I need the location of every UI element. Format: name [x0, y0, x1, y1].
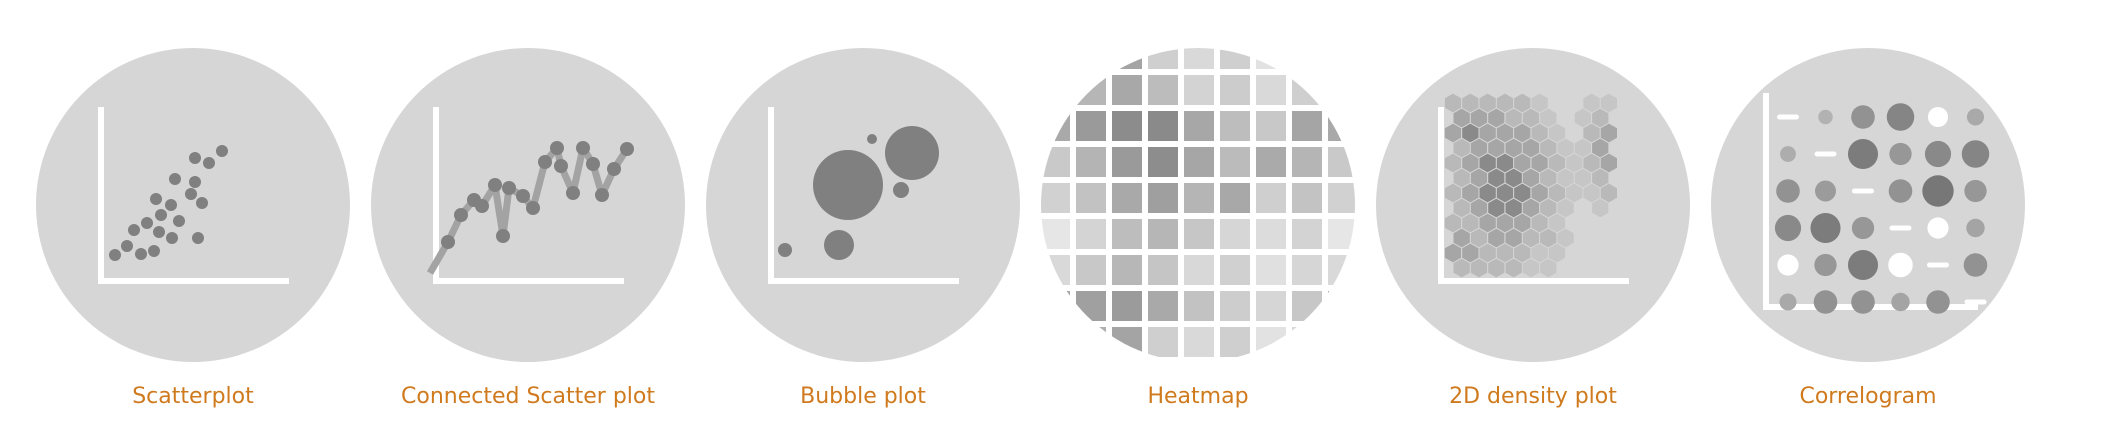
- connected-scatter-icon: [371, 48, 685, 362]
- heatmap-icon: [1041, 48, 1355, 362]
- gallery-item-heatmap[interactable]: Heatmap: [1028, 0, 1368, 440]
- gallery-item-connected-scatter[interactable]: Connected Scatter plot: [358, 0, 698, 440]
- bubble-plot-icon: [706, 48, 1020, 362]
- gallery-label: Scatterplot: [132, 384, 254, 409]
- scatterplot-icon: [36, 48, 350, 362]
- gallery-label: 2D density plot: [1449, 384, 1617, 409]
- gallery-item-bubble-plot[interactable]: Bubble plot: [693, 0, 1033, 440]
- correlogram-icon: [1711, 48, 2025, 362]
- gallery-label: Connected Scatter plot: [401, 384, 655, 409]
- gallery-label: Heatmap: [1147, 384, 1249, 409]
- gallery-item-correlogram[interactable]: Correlogram: [1698, 0, 2038, 440]
- gallery-item-density-plot[interactable]: 2D density plot: [1363, 0, 1703, 440]
- gallery-label: Bubble plot: [800, 384, 926, 409]
- gallery-item-scatterplot[interactable]: Scatterplot: [23, 0, 363, 440]
- density-plot-icon: [1376, 48, 1690, 362]
- gallery-label: Correlogram: [1799, 384, 1937, 409]
